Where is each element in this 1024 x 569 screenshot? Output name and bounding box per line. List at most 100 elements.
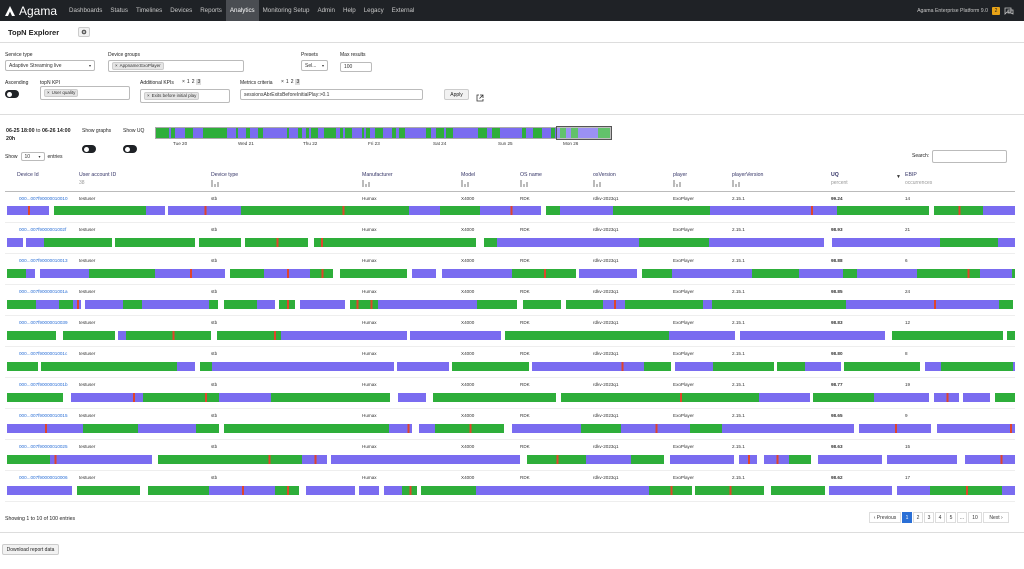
column-header[interactable]: Manufacturer <box>362 172 393 178</box>
page-button[interactable]: 4 <box>935 512 945 523</box>
timeline-error-marker <box>287 269 289 278</box>
nav-item-devices[interactable]: Devices <box>170 7 193 14</box>
page-link[interactable]: 1 <box>285 79 289 85</box>
nav-item-analytics[interactable]: Analytics <box>225 0 259 21</box>
apply-button[interactable]: Apply <box>444 89 469 100</box>
timeline-overview[interactable] <box>155 127 611 139</box>
page-button[interactable]: ... <box>957 512 967 523</box>
device-id-link[interactable]: 000...007f9000001002f <box>19 227 67 232</box>
page-button[interactable]: 2 <box>913 512 923 523</box>
additional-kpi-chip[interactable]: × Exits before initial play <box>144 92 200 100</box>
column-header[interactable]: UQ <box>831 172 839 178</box>
table-row[interactable] <box>5 224 1015 254</box>
settings-button[interactable] <box>78 27 90 37</box>
page-link[interactable]: 2 <box>290 79 294 85</box>
table-row[interactable] <box>5 472 1015 502</box>
topn-kpi-chip[interactable]: × User quality <box>44 89 79 97</box>
download-report-button[interactable]: Download report data <box>2 544 59 555</box>
additional-kpis-input[interactable]: × Exits before initial play <box>140 89 230 103</box>
device-id-link[interactable]: 000...007f9000001001a <box>19 289 68 294</box>
service-type-select[interactable]: Adaptive Streaming live ▾ <box>5 60 95 71</box>
entries-select[interactable]: 10 ▾ <box>20 152 45 161</box>
ascending-toggle[interactable] <box>5 90 19 98</box>
table-row[interactable] <box>5 317 1015 347</box>
device-group-chip[interactable]: × Appname:ExoPlayer <box>112 62 164 70</box>
remove-chip-icon[interactable]: × <box>115 63 118 68</box>
timeline-selection-brush[interactable] <box>556 126 612 140</box>
timeline-error-marker <box>407 424 410 433</box>
session-timeline[interactable] <box>7 362 1015 371</box>
table-row[interactable] <box>5 255 1015 285</box>
remove-chip-icon[interactable]: × <box>147 93 150 98</box>
page-link[interactable]: 2 <box>191 79 195 85</box>
nav-item-reports[interactable]: Reports <box>200 7 222 14</box>
external-link-icon[interactable] <box>476 89 484 107</box>
page-button[interactable]: 10 <box>968 512 982 523</box>
previous-page-button[interactable]: ‹ Previous <box>869 512 901 523</box>
column-header[interactable]: osVersion <box>593 172 616 178</box>
device-id-link[interactable]: 000...007f90000010010 <box>19 196 68 201</box>
presets-select[interactable]: Sel... ▾ <box>301 60 328 71</box>
nav-item-legacy[interactable]: Legacy <box>363 7 384 14</box>
table-row[interactable] <box>5 379 1015 409</box>
column-header[interactable]: player <box>673 172 688 178</box>
nav-item-monitoring-setup[interactable]: Monitoring Setup <box>262 7 310 14</box>
brand-logo[interactable]: Agama <box>4 0 65 21</box>
session-timeline[interactable] <box>7 393 1015 402</box>
nav-item-dashboards[interactable]: Dashboards <box>69 7 103 14</box>
column-header[interactable]: playerVersion <box>732 172 764 178</box>
session-timeline[interactable] <box>7 238 1015 247</box>
device-id-link[interactable]: 000...007f9000001001b <box>19 382 68 387</box>
search-input[interactable] <box>932 150 1007 163</box>
session-timeline[interactable] <box>7 424 1015 433</box>
column-header[interactable]: Model <box>461 172 476 178</box>
device-id-link[interactable]: 000...007f9000001001c <box>19 351 68 356</box>
nav-item-status[interactable]: Status <box>110 7 128 14</box>
table-row[interactable] <box>5 193 1015 223</box>
clear-icon[interactable]: × <box>281 79 284 85</box>
session-timeline[interactable] <box>7 455 1015 464</box>
nav-item-external[interactable]: External <box>391 7 415 14</box>
column-header[interactable]: User account ID <box>79 172 117 178</box>
remove-chip-icon[interactable]: × <box>47 90 50 95</box>
page-link[interactable]: 3 <box>196 79 202 85</box>
metrics-criteria-input[interactable]: sessionsAbrExitsBeforeInitialPlay:>0.1 <box>240 89 423 100</box>
next-page-button[interactable]: Next › <box>983 512 1009 523</box>
page-link[interactable]: 1 <box>186 79 190 85</box>
sort-desc-icon[interactable]: ▼ <box>896 174 901 180</box>
table-row[interactable] <box>5 286 1015 316</box>
device-id-link[interactable]: 000...007f90000010025 <box>19 444 68 449</box>
show-uq-toggle[interactable] <box>123 145 137 153</box>
page-button[interactable]: 1 <box>902 512 912 523</box>
column-header[interactable]: EBIP <box>905 172 917 178</box>
column-header[interactable]: Device Id <box>17 172 39 178</box>
table-row[interactable] <box>5 441 1015 471</box>
session-timeline[interactable] <box>7 269 1015 278</box>
table-row[interactable] <box>5 348 1015 378</box>
topn-kpi-input[interactable]: × User quality <box>40 86 130 100</box>
max-results-input[interactable]: 100 <box>340 62 372 72</box>
page-button[interactable]: 5 <box>946 512 956 523</box>
session-timeline[interactable] <box>7 300 1015 309</box>
session-timeline[interactable] <box>7 331 1015 340</box>
device-id-link[interactable]: 000...007f90000010015 <box>19 413 68 418</box>
show-graphs-toggle[interactable] <box>82 145 96 153</box>
chat-icon[interactable] <box>1004 7 1014 15</box>
column-header[interactable]: Device type <box>211 172 239 178</box>
nav-item-admin[interactable]: Admin <box>317 7 335 14</box>
table-row[interactable] <box>5 410 1015 440</box>
session-timeline[interactable] <box>7 486 1015 495</box>
clear-icon[interactable]: × <box>182 79 185 85</box>
notification-badge[interactable]: 2 <box>992 6 1000 15</box>
device-id-link[interactable]: 000...007f90000010006 <box>19 475 68 480</box>
device-id-link[interactable]: 000...007f90000010039 <box>19 320 68 325</box>
page-button[interactable]: 3 <box>924 512 934 523</box>
overview-segment <box>293 128 295 138</box>
device-id-link[interactable]: 000...007f90000010013 <box>19 258 68 263</box>
session-timeline[interactable] <box>7 206 1015 215</box>
column-header[interactable]: OS name <box>520 172 542 178</box>
nav-item-help[interactable]: Help <box>342 7 356 14</box>
nav-item-timelines[interactable]: Timelines <box>135 7 163 14</box>
page-link[interactable]: 3 <box>295 79 301 85</box>
device-groups-input[interactable]: × Appname:ExoPlayer <box>108 60 244 72</box>
